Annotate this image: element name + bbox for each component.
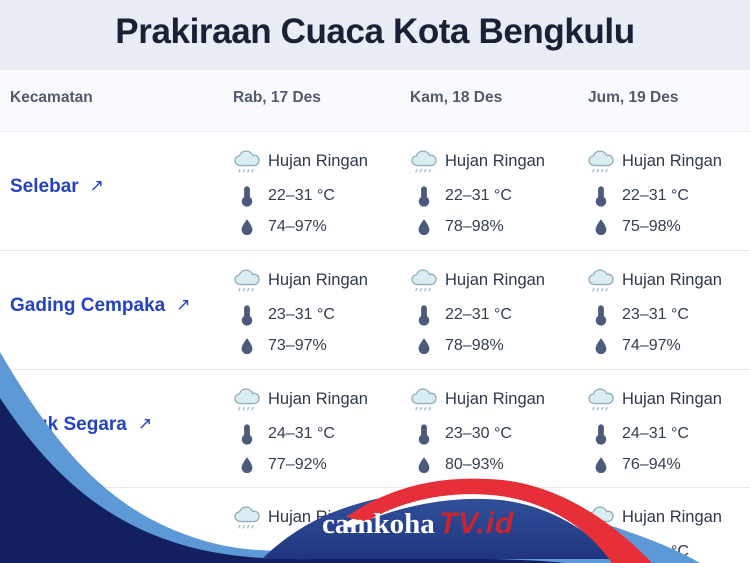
thermometer-icon	[409, 185, 439, 207]
condition-text: Hujan Ringan	[445, 270, 545, 289]
table-row: Gading Cempaka ↗ Hujan Ringan 23–31 °C 7…	[0, 251, 750, 369]
humidity-drop-icon	[409, 337, 439, 355]
condition-text: Hujan Ringan	[622, 389, 722, 408]
temperature-text: 23–31 °C	[622, 306, 689, 323]
rain-cloud-icon	[232, 505, 262, 530]
thermometer-icon	[232, 185, 262, 207]
arrow-up-right-icon: ↗	[176, 295, 191, 314]
rain-cloud-icon	[586, 149, 616, 174]
condition-text: Hujan Ringan	[268, 270, 368, 289]
table-header-background	[0, 70, 750, 131]
arrow-up-right-icon: ↗	[89, 176, 104, 195]
thermometer-icon	[409, 423, 439, 445]
rain-cloud-icon	[232, 149, 262, 174]
district-name: Gading Cempaka	[10, 295, 166, 316]
humidity-drop-icon	[232, 456, 262, 474]
humidity-drop-icon	[232, 337, 262, 355]
humidity-drop-icon	[586, 218, 616, 236]
column-header-kecamatan: Kecamatan	[10, 89, 93, 106]
rain-cloud-icon	[409, 387, 439, 412]
humidity-drop-icon	[586, 456, 616, 474]
temperature-text: 24–31 °C	[268, 425, 335, 442]
page-title: Prakiraan Cuaca Kota Bengkulu	[115, 12, 635, 51]
thermometer-icon	[409, 304, 439, 326]
district-link-teluk-segara[interactable]: Teluk Segara ↗	[10, 414, 152, 436]
humidity-drop-icon	[586, 337, 616, 355]
table-row: Hujan Ringan Hujan Ringan Hujan Ringan 2…	[0, 488, 750, 563]
temperature-text: 23–30 °C	[445, 425, 512, 442]
condition-text: Hujan Ringan	[622, 507, 722, 526]
humidity-text: 77–92%	[268, 456, 327, 473]
rain-cloud-icon	[232, 387, 262, 412]
humidity-text: 78–98%	[445, 218, 504, 235]
humidity-text: 74–97%	[622, 337, 681, 354]
table-row: Teluk Segara ↗ Hujan Ringan 24–31 °C 77–…	[0, 370, 750, 488]
humidity-text: 75–98%	[622, 218, 681, 235]
rain-cloud-icon	[586, 268, 616, 293]
humidity-text: 78–98%	[445, 337, 504, 354]
temperature-text: 22–31 °C	[445, 306, 512, 323]
humidity-drop-icon	[409, 456, 439, 474]
rain-cloud-icon	[409, 268, 439, 293]
column-header-day2: Kam, 18 Des	[410, 89, 503, 106]
temperature-text: 22–31 °C	[268, 187, 335, 204]
rain-cloud-icon	[586, 505, 616, 530]
temperature-text: 22–31 °C	[622, 187, 689, 204]
condition-text: Hujan Ringan	[445, 507, 545, 526]
row-divider	[0, 250, 750, 251]
thermometer-icon	[586, 304, 616, 326]
condition-text: Hujan Ringan	[268, 151, 368, 170]
thermometer-icon	[586, 185, 616, 207]
rain-cloud-icon	[409, 505, 439, 530]
table-row: Selebar ↗ Hujan Ringan 22–31 °C 74–97% H…	[0, 132, 750, 250]
condition-text: Hujan Ringan	[445, 389, 545, 408]
humidity-drop-icon	[232, 218, 262, 236]
humidity-text: 76–94%	[622, 456, 681, 473]
thermometer-icon	[232, 423, 262, 445]
condition-text: Hujan Ringan	[622, 270, 722, 289]
humidity-drop-icon	[409, 218, 439, 236]
humidity-text: 74–97%	[268, 218, 327, 235]
temperature-text: 23–31 °C	[268, 306, 335, 323]
thermometer-icon	[232, 304, 262, 326]
condition-text: Hujan Ringan	[268, 389, 368, 408]
rain-cloud-icon	[586, 387, 616, 412]
rain-cloud-icon	[232, 268, 262, 293]
temperature-text: 24–31 °C	[622, 425, 689, 442]
column-header-day1: Rab, 17 Des	[233, 89, 321, 106]
humidity-text: 73–97%	[268, 337, 327, 354]
district-link-gading-cempaka[interactable]: Gading Cempaka ↗	[10, 295, 190, 317]
column-header-day3: Jum, 19 Des	[588, 89, 679, 106]
thermometer-icon	[586, 423, 616, 445]
temperature-text: 23–31 °C	[622, 543, 689, 560]
condition-text: Hujan Ringan	[268, 507, 368, 526]
condition-text: Hujan Ringan	[622, 151, 722, 170]
district-name: Selebar	[10, 176, 79, 197]
temperature-text: 22–31 °C	[445, 187, 512, 204]
thermometer-icon	[586, 541, 616, 563]
condition-text: Hujan Ringan	[445, 151, 545, 170]
rain-cloud-icon	[409, 149, 439, 174]
humidity-text: 80–93%	[445, 456, 504, 473]
row-divider	[0, 131, 750, 132]
district-name: Teluk Segara	[10, 414, 127, 435]
district-link-selebar[interactable]: Selebar ↗	[10, 176, 104, 198]
arrow-up-right-icon: ↗	[137, 414, 153, 433]
